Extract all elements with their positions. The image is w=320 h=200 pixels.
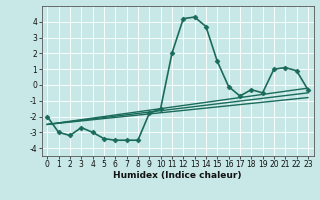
X-axis label: Humidex (Indice chaleur): Humidex (Indice chaleur) — [113, 171, 242, 180]
